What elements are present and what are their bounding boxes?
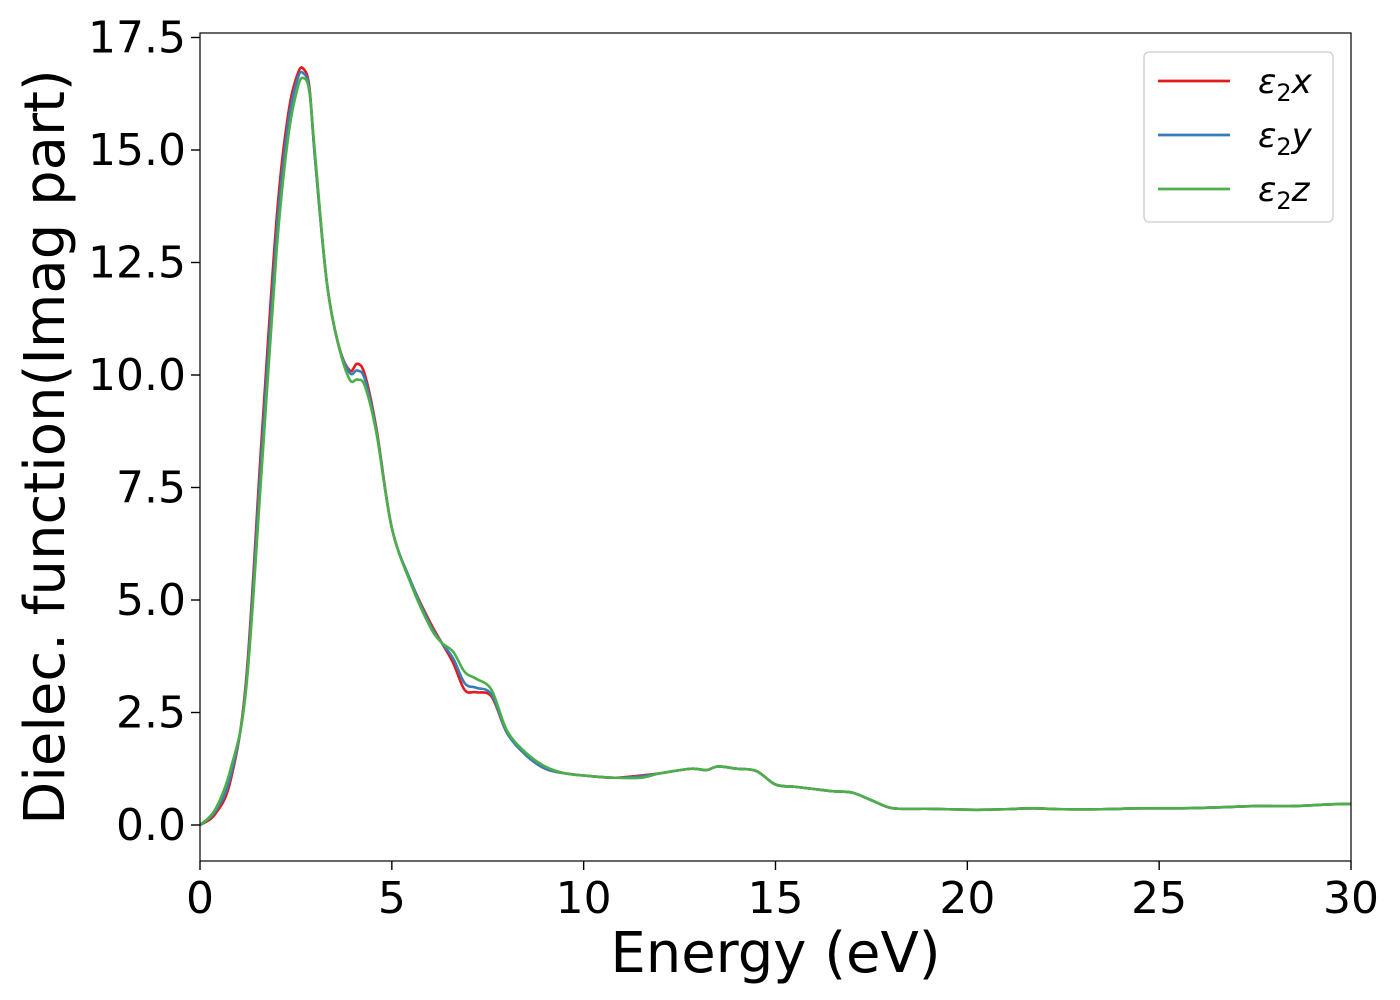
y-tick-label: 10.0	[88, 350, 186, 401]
y-tick-label: 7.5	[116, 463, 186, 514]
y-axis-title: Dielec. function(Imag part)	[13, 69, 78, 825]
legend-box	[1143, 51, 1334, 223]
x-tick-label: 20	[939, 873, 995, 924]
legend-label-z: ε2z	[1258, 170, 1311, 215]
x-tick-label: 30	[1323, 873, 1379, 924]
y-tick-label: 5.0	[116, 575, 186, 626]
legend-label-y: ε2y	[1258, 116, 1313, 161]
y-tick-label: 0.0	[116, 800, 186, 851]
x-axis: 0 5 10 15 20 25 30	[186, 861, 1379, 924]
x-tick-label: 10	[556, 873, 612, 924]
x-tick-label: 5	[378, 873, 406, 924]
series-line-z	[200, 76, 1351, 826]
y-tick-label: 2.5	[116, 688, 186, 739]
x-tick-label: 0	[186, 873, 214, 924]
y-axis: 0.0 2.5 5.0 7.5 10.0 12.5 15.0 17.5	[88, 13, 200, 851]
y-tick-label: 15.0	[88, 125, 186, 176]
plot-area	[200, 66, 1351, 827]
x-axis-title: Energy (eV)	[610, 921, 940, 986]
legend: ε2x ε2y ε2z	[1143, 51, 1334, 223]
legend-label-x: ε2x	[1258, 62, 1313, 107]
y-tick-label: 12.5	[88, 238, 186, 289]
x-tick-label: 25	[1131, 873, 1187, 924]
x-tick-label: 15	[748, 873, 804, 924]
y-tick-label: 17.5	[88, 13, 186, 64]
